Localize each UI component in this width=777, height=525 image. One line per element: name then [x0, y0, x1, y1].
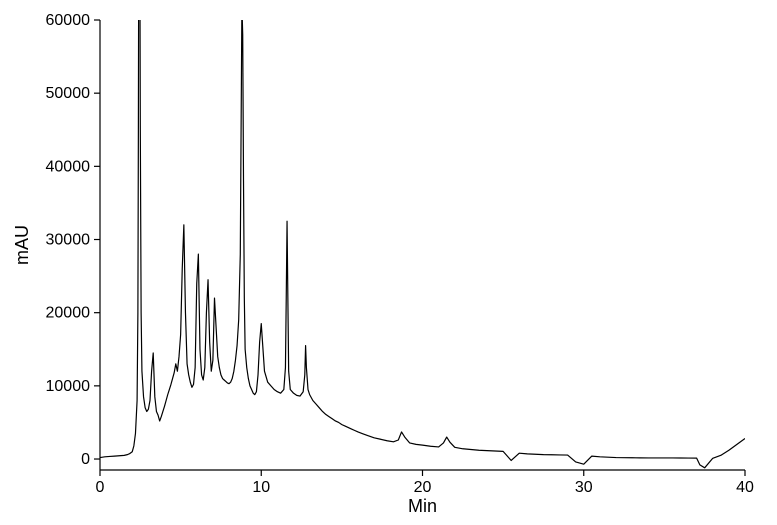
chromatogram-chart: 0 10000 20000 30000 40000 50000 60000 0 10 20 30 40…: [0, 0, 777, 525]
svg-text:10: 10: [252, 479, 270, 496]
svg-text:50000: 50000: [46, 85, 91, 102]
svg-text:20000: 20000: [46, 305, 91, 322]
svg-text:0: 0: [81, 451, 90, 468]
y-axis-label: mAU: [12, 225, 32, 265]
svg-text:20: 20: [414, 479, 432, 496]
svg-text:10000: 10000: [46, 378, 91, 395]
svg-text:40: 40: [736, 479, 754, 496]
svg-text:60000: 60000: [46, 12, 91, 29]
svg-text:0: 0: [96, 479, 105, 496]
x-axis-label: Min: [408, 496, 437, 516]
svg-text:30: 30: [575, 479, 593, 496]
svg-text:40000: 40000: [46, 158, 91, 175]
svg-text:30000: 30000: [46, 232, 91, 249]
chart-svg: 0 10000 20000 30000 40000 50000 60000 0 10 20 30 40…: [0, 0, 777, 525]
